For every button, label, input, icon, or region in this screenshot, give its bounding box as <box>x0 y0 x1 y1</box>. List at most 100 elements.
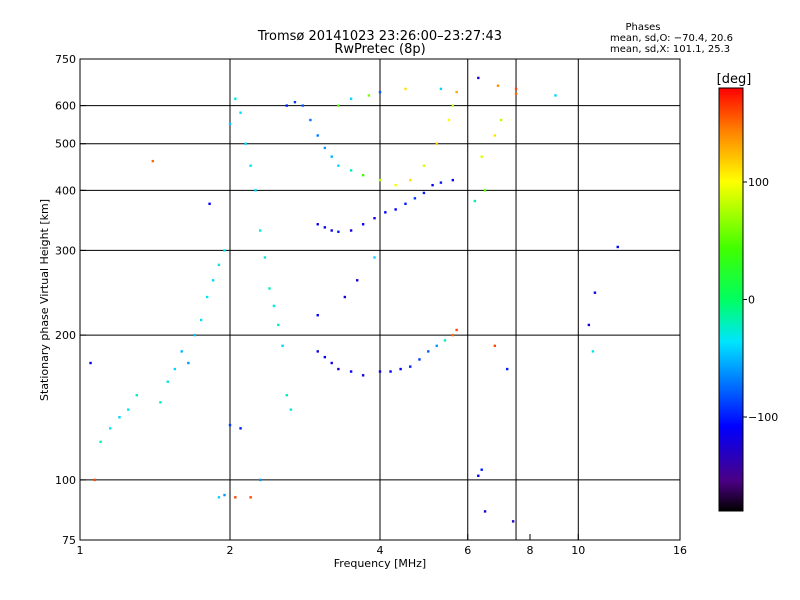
x-axis-label: Frequency [MHz] <box>334 557 426 570</box>
data-point-20 <box>217 496 221 499</box>
x-tick-label-3: 6 <box>464 544 471 557</box>
data-point-109 <box>483 510 487 513</box>
data-point-36 <box>289 408 293 411</box>
data-point-71 <box>413 197 417 200</box>
chart-subtitle: RwPretec (8p) <box>334 42 425 57</box>
y-tick-label-1: 100 <box>55 474 76 487</box>
data-point-6 <box>135 394 138 397</box>
data-point-37 <box>285 104 288 107</box>
data-point-65 <box>349 229 353 232</box>
data-point-38 <box>293 100 297 104</box>
data-point-90 <box>451 333 455 337</box>
data-point-10 <box>173 367 177 371</box>
data-point-59 <box>349 97 353 100</box>
x-tick-label-4: 8 <box>527 544 534 557</box>
data-point-91 <box>455 328 458 332</box>
data-point-115 <box>616 245 619 249</box>
data-point-11 <box>180 350 183 353</box>
data-point-85 <box>409 365 412 368</box>
data-point-23 <box>234 97 237 100</box>
data-point-12 <box>187 361 190 365</box>
data-point-102 <box>483 189 487 192</box>
data-point-68 <box>384 211 387 214</box>
y-tick-label-4: 400 <box>55 184 76 197</box>
data-point-74 <box>439 181 443 184</box>
data-point-52 <box>447 118 451 122</box>
data-point-101 <box>473 199 477 203</box>
x-tick-label-0: 1 <box>77 544 84 557</box>
data-point-8 <box>159 401 162 404</box>
data-point-33 <box>277 323 280 327</box>
data-point-29 <box>259 229 262 232</box>
data-point-81 <box>361 374 365 377</box>
data-point-24 <box>239 111 242 114</box>
data-point-89 <box>443 339 447 342</box>
data-point-35 <box>285 394 288 397</box>
data-point-73 <box>431 183 434 187</box>
data-point-87 <box>427 350 430 353</box>
data-point-34 <box>281 344 284 348</box>
grid-lines <box>80 59 680 540</box>
y-tick-label-5: 500 <box>55 138 76 151</box>
colorbar-label: [deg] <box>717 72 752 87</box>
data-point-96 <box>477 76 480 80</box>
data-point-116 <box>259 478 262 482</box>
y-tick-label-0: 75 <box>62 534 76 547</box>
data-point-39 <box>301 104 305 107</box>
data-point-21 <box>223 493 226 497</box>
data-point-88 <box>435 344 438 348</box>
colorbar-tick-label-0: 100 <box>748 176 769 189</box>
data-point-84 <box>399 367 402 371</box>
y-tick-label-6: 600 <box>55 100 76 113</box>
data-point-103 <box>480 155 483 158</box>
data-point-25 <box>228 122 232 125</box>
data-point-92 <box>355 279 359 282</box>
data-point-7 <box>151 159 155 163</box>
data-point-49 <box>409 178 412 182</box>
data-point-67 <box>373 217 376 220</box>
data-point-28 <box>254 189 257 192</box>
y-axis-label: Stationary phase Virtual Height [km] <box>38 199 51 401</box>
data-point-56 <box>404 87 407 91</box>
data-point-61 <box>316 223 319 226</box>
y-tick-label-2: 200 <box>55 329 76 342</box>
data-point-63 <box>330 229 333 232</box>
data-point-119 <box>239 427 242 430</box>
data-point-26 <box>244 142 247 145</box>
data-point-5 <box>127 408 130 411</box>
x-tick-label-2: 4 <box>377 544 384 557</box>
data-point-17 <box>211 279 215 282</box>
data-point-75 <box>451 178 455 182</box>
data-point-112 <box>587 323 591 327</box>
data-point-32 <box>272 304 276 308</box>
data-point-16 <box>208 202 211 205</box>
data-point-18 <box>217 263 221 267</box>
data-point-1 <box>93 478 96 482</box>
data-point-105 <box>499 118 503 122</box>
data-point-95 <box>373 256 376 259</box>
data-point-111 <box>505 367 509 371</box>
data-point-43 <box>330 155 333 158</box>
data-point-3 <box>109 427 112 430</box>
data-point-64 <box>337 230 340 233</box>
data-point-27 <box>249 164 252 167</box>
data-point-113 <box>593 291 597 294</box>
data-point-76 <box>316 350 319 353</box>
data-point-13 <box>193 333 197 337</box>
x-tick-label-1: 2 <box>227 544 234 557</box>
data-point-31 <box>268 287 271 290</box>
data-point-66 <box>361 223 365 226</box>
data-point-104 <box>493 134 497 137</box>
data-point-77 <box>323 355 327 359</box>
x-tick-label-6: 16 <box>673 544 687 557</box>
data-point-106 <box>493 344 497 348</box>
data-point-40 <box>309 118 312 122</box>
data-point-22 <box>234 496 237 499</box>
data-point-19 <box>223 249 226 252</box>
data-point-0 <box>89 361 92 365</box>
data-point-80 <box>349 370 353 373</box>
legend-line-x: mean, sd,X: 101.1, 25.3 <box>610 44 730 55</box>
data-point-9 <box>166 380 169 383</box>
colorbar-tick-label-1: 0 <box>748 294 755 307</box>
data-point-79 <box>337 367 340 371</box>
